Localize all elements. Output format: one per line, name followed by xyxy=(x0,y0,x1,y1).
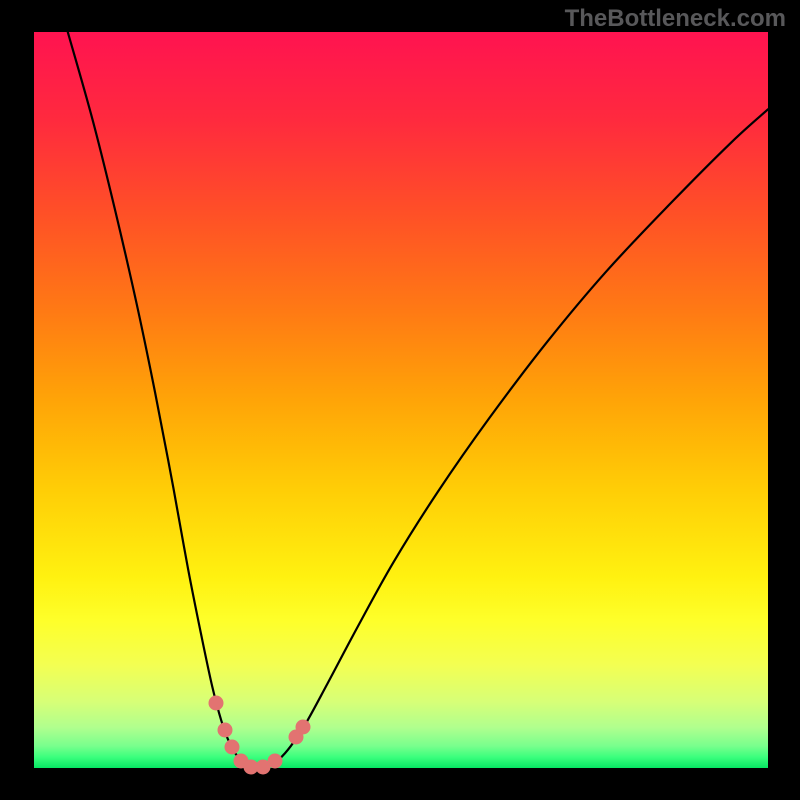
data-marker xyxy=(217,722,232,737)
data-marker xyxy=(209,696,224,711)
plot-area xyxy=(34,32,768,768)
data-marker xyxy=(296,719,311,734)
plot-svg xyxy=(34,32,768,768)
curve-left-branch xyxy=(68,32,260,768)
curve-right-branch xyxy=(260,109,768,768)
chart-container: TheBottleneck.com xyxy=(0,0,800,800)
watermark-text: TheBottleneck.com xyxy=(565,5,786,33)
data-marker xyxy=(267,753,282,768)
